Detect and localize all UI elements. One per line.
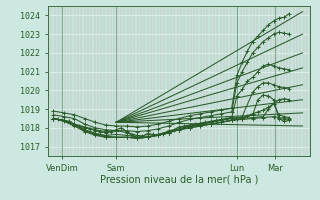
X-axis label: Pression niveau de la mer( hPa ): Pression niveau de la mer( hPa ) <box>100 175 258 185</box>
